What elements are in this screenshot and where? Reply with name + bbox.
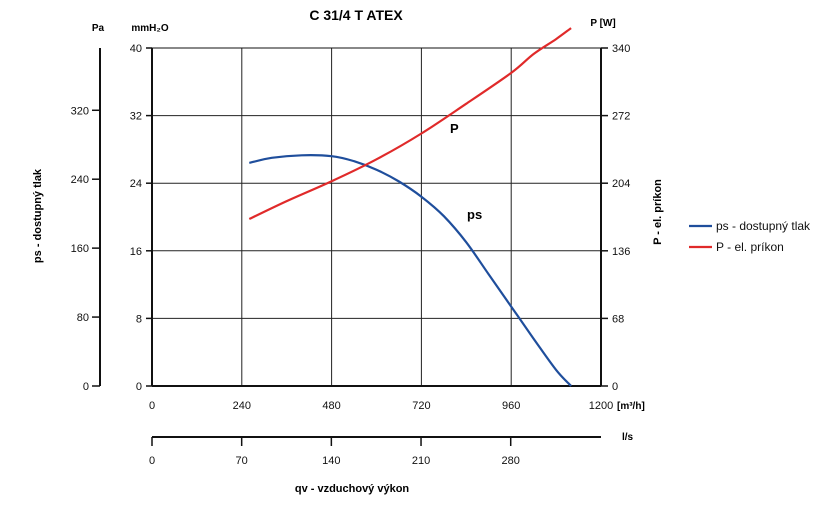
curve-label-ps: ps (467, 207, 482, 222)
pa-tick-label: 80 (77, 312, 89, 324)
series-line-ps (249, 154, 572, 387)
x-tick-label: 480 (322, 400, 340, 412)
x-unit-label: [m³/h] (617, 401, 645, 412)
mmh2o-tick-label: 24 (130, 178, 142, 190)
watt-unit-label: P [W] (590, 18, 615, 29)
pa-tick-label: 0 (83, 381, 89, 393)
x2-tick-label: 70 (236, 455, 248, 467)
pa-unit-label: Pa (92, 23, 105, 34)
mmh2o-tick-label: 32 (130, 111, 142, 123)
watt-tick-label: 340 (612, 43, 630, 55)
x-axis-title: qv - vzduchový výkon (295, 483, 410, 495)
series-line-power (248, 27, 572, 220)
legend: ps - dostupný tlak P - el. príkon (689, 219, 811, 254)
watt-tick-label: 0 (612, 381, 618, 393)
x2-tick-label: 280 (502, 455, 520, 467)
curve-label-power: P (450, 121, 459, 136)
mmh2o-tick-label: 16 (130, 246, 142, 258)
x2-tick-label: 210 (412, 455, 430, 467)
x2-unit-label: l/s (622, 432, 634, 443)
ps-axis-title: ps - dostupný tlak (32, 168, 44, 263)
pa-tick-label: 320 (71, 105, 89, 117)
chart-title: C 31/4 T ATEX (309, 7, 403, 23)
watt-tick-label: 204 (612, 178, 630, 190)
pa-tick-label: 240 (71, 174, 89, 186)
mmh2o-tick-label: 40 (130, 43, 142, 55)
x-tick-label: 240 (233, 400, 251, 412)
x2-tick-label: 140 (322, 455, 340, 467)
x-tick-label: 960 (502, 400, 520, 412)
mmh2o-tick-label: 0 (136, 381, 142, 393)
watt-tick-label: 68 (612, 313, 624, 325)
watt-tick-label: 136 (612, 246, 630, 258)
mmh2o-tick-label: 8 (136, 313, 142, 325)
legend-entry: P - el. príkon (716, 240, 784, 254)
mmh2o-unit-label: mmH₂O (131, 23, 168, 34)
x-tick-label: 1200 (589, 400, 613, 412)
x2-tick-label: 0 (149, 455, 155, 467)
axes: 0 80 160 240 320 0 8 16 24 32 40 0 68 136 204 272 340 0 24… (71, 43, 631, 467)
power-axis-title: P - el. príkon (652, 179, 664, 245)
watt-tick-label: 272 (612, 111, 630, 123)
x-tick-label: 0 (149, 400, 155, 412)
x-tick-label: 720 (412, 400, 430, 412)
series-layer: ps P (248, 27, 572, 387)
legend-entry: ps - dostupný tlak (716, 219, 811, 233)
grid (152, 48, 601, 386)
pa-tick-label: 160 (71, 243, 89, 255)
